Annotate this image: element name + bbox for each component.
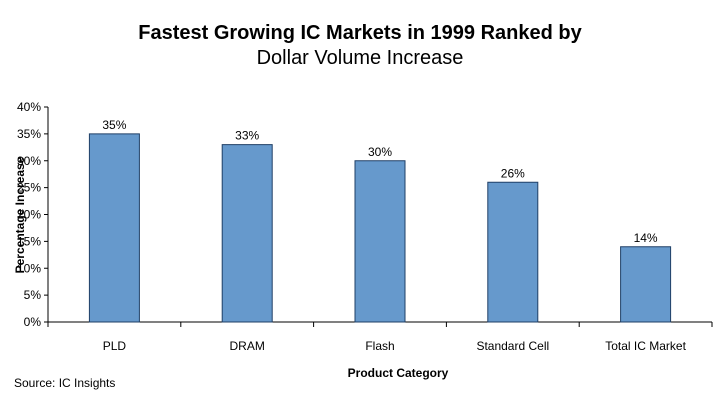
y-axis: 0% 5% 10% 15% 20% 25% 30% 35% 40% <box>17 100 49 329</box>
x-tick-label: Flash <box>365 339 394 353</box>
x-tick-label: PLD <box>103 339 127 353</box>
bar-value-label: 26% <box>501 166 525 180</box>
x-tick-label: Total IC Market <box>605 339 686 353</box>
y-tick-label: 40% <box>17 100 41 114</box>
bar <box>221 144 273 323</box>
y-tick-label: 35% <box>17 127 41 141</box>
x-axis: PLD DRAM Flash Standard Cell Total IC Market <box>47 321 713 353</box>
y-tick-label: 15% <box>17 234 41 248</box>
bars <box>88 133 672 323</box>
y-tick-label: 30% <box>17 154 41 168</box>
x-tick-label: DRAM <box>230 339 265 353</box>
bar <box>354 160 406 323</box>
bar-value-label: 14% <box>634 231 658 245</box>
y-tick-label: 0% <box>24 315 42 329</box>
chart-subtitle: Dollar Volume Increase <box>256 47 464 69</box>
y-tick-label: 25% <box>17 181 41 195</box>
source-note: Source: IC Insights <box>14 376 116 390</box>
y-tick-label: 20% <box>17 208 41 222</box>
x-axis-title: Product Category <box>348 366 449 380</box>
x-tick-label: Standard Cell <box>476 339 549 353</box>
bar <box>487 181 539 323</box>
data-labels: 35% 33% 30% 26% 14% <box>102 118 658 245</box>
chart-title: Fastest Growing IC Markets in 1999 Ranke… <box>138 22 582 44</box>
bar <box>620 246 672 323</box>
y-tick-label: 10% <box>17 261 41 275</box>
y-tick-label: 5% <box>24 288 42 302</box>
y-axis-title: Percentage Increase <box>13 156 27 273</box>
bar-value-label: 30% <box>368 145 392 159</box>
bar-value-label: 33% <box>235 129 259 143</box>
bar <box>88 133 140 323</box>
bar-value-label: 35% <box>102 118 126 132</box>
